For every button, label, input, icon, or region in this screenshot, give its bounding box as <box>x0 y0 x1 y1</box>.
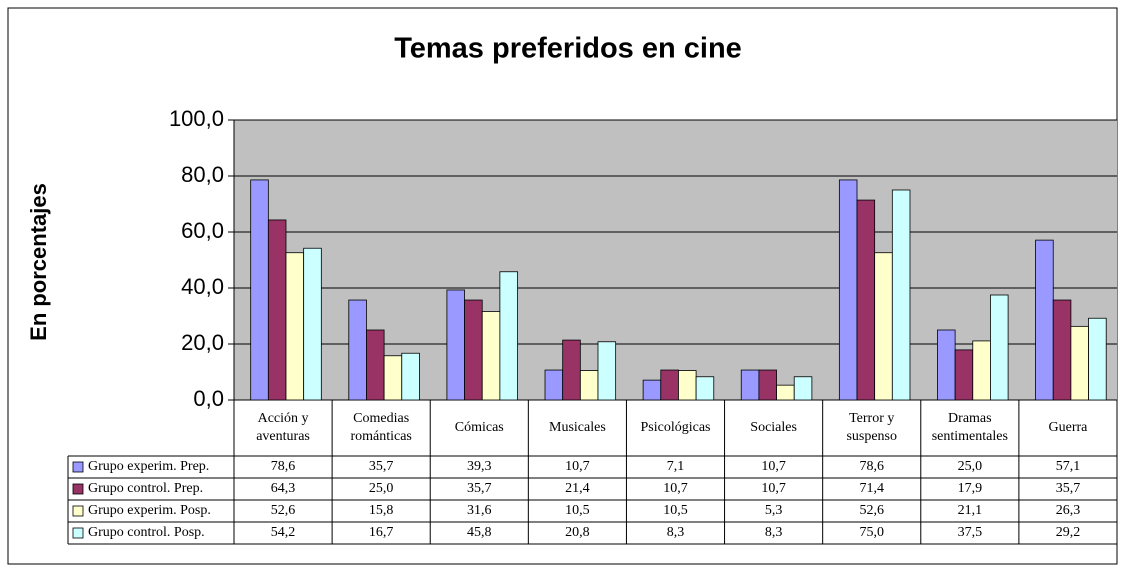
bar <box>891 189 911 401</box>
table-value: 39,3 <box>467 459 492 474</box>
legend-label: Grupo experim. Posp. <box>88 503 211 518</box>
table-value: 64,3 <box>271 481 296 496</box>
bar <box>793 376 813 401</box>
category-label: Musicales <box>549 420 606 435</box>
legend-swatch <box>72 461 84 473</box>
bar <box>285 252 305 401</box>
table-value: 25,0 <box>369 481 394 496</box>
legend-swatch <box>72 483 84 495</box>
bar <box>348 299 367 401</box>
bar <box>678 370 697 401</box>
table-value: 57,1 <box>1056 459 1081 474</box>
bar <box>446 289 465 401</box>
table-value: 26,3 <box>1056 503 1081 518</box>
bar <box>464 299 483 401</box>
legend-swatch <box>72 505 84 517</box>
bar <box>250 179 269 401</box>
table-value: 29,2 <box>1056 525 1081 540</box>
chart-title: Temas preferidos en cine <box>394 33 742 65</box>
table-value: 17,9 <box>958 481 983 496</box>
y-tick-label: 20,0 <box>181 330 224 355</box>
y-tick-label: 80,0 <box>181 162 224 187</box>
y-axis-label: En porcentajes <box>26 183 51 341</box>
bar <box>499 271 518 401</box>
bar <box>267 219 287 401</box>
bar <box>642 379 662 401</box>
bar <box>856 199 876 401</box>
table-value: 10,5 <box>663 503 688 518</box>
bar <box>562 339 581 401</box>
category-label: Sociales <box>750 420 797 435</box>
table-value: 8,3 <box>667 525 685 540</box>
bar <box>838 179 858 401</box>
category-label: Acción y aventuras <box>256 411 310 444</box>
table-value: 10,7 <box>663 481 688 496</box>
table-value: 15,8 <box>369 503 394 518</box>
legend-label: Grupo control. Prep. <box>88 481 203 496</box>
bar <box>1035 239 1054 401</box>
table-value: 25,0 <box>958 459 983 474</box>
table-value: 10,7 <box>761 481 786 496</box>
table-value: 31,6 <box>467 503 492 518</box>
bar <box>579 370 599 401</box>
table-value: 35,7 <box>467 481 492 496</box>
table-value: 5,3 <box>765 503 783 518</box>
bar <box>366 329 385 401</box>
bar <box>303 247 322 401</box>
legend-swatch <box>72 527 84 539</box>
y-tick-label: 100,0 <box>169 106 224 131</box>
legend-label: Grupo control. Posp. <box>88 525 205 540</box>
table-value: 45,8 <box>467 525 492 540</box>
table-value: 78,6 <box>271 459 296 474</box>
category-label: Terror y suspenso <box>846 411 897 444</box>
table-value: 10,7 <box>565 459 590 474</box>
table-value: 71,4 <box>859 481 884 496</box>
bar <box>1052 299 1072 401</box>
bar <box>874 252 893 401</box>
table-value: 20,8 <box>565 525 590 540</box>
y-tick-label: 60,0 <box>181 218 224 243</box>
bar <box>383 355 403 401</box>
table-value: 16,7 <box>369 525 394 540</box>
table-value: 35,7 <box>1056 481 1081 496</box>
table-value: 10,5 <box>565 503 590 518</box>
table-value: 21,1 <box>958 503 983 518</box>
y-tick-label: 40,0 <box>181 274 224 299</box>
bar <box>972 340 991 401</box>
bar <box>401 352 420 401</box>
bar <box>660 369 679 401</box>
bar <box>990 294 1009 401</box>
y-tick-label: 0,0 <box>193 386 224 411</box>
table-value: 52,6 <box>271 503 296 518</box>
bar <box>1070 325 1089 401</box>
bar <box>695 376 715 401</box>
table-value: 37,5 <box>958 525 983 540</box>
table-value: 7,1 <box>667 459 685 474</box>
bar <box>776 384 795 401</box>
table-value: 52,6 <box>859 503 884 518</box>
table-value: 54,2 <box>271 525 296 540</box>
table-value: 21,4 <box>565 481 590 496</box>
bar <box>954 349 974 401</box>
bar <box>1088 317 1107 401</box>
bar <box>481 311 501 401</box>
table-value: 10,7 <box>761 459 786 474</box>
bar <box>937 329 956 401</box>
bar <box>758 369 777 401</box>
category-label: Cómicas <box>455 420 504 435</box>
table-value: 78,6 <box>859 459 884 474</box>
category-label: Dramas sentimentales <box>932 411 1008 444</box>
category-label: Psicológicas <box>641 420 711 435</box>
table-value: 35,7 <box>369 459 394 474</box>
bar <box>544 369 564 401</box>
category-label: Comedias románticas <box>350 411 411 444</box>
table-value: 8,3 <box>765 525 783 540</box>
legend-label: Grupo experim. Prep. <box>88 459 209 474</box>
bar <box>740 369 760 401</box>
category-label: Guerra <box>1049 420 1089 435</box>
table-value: 75,0 <box>859 525 884 540</box>
bar <box>597 341 617 401</box>
